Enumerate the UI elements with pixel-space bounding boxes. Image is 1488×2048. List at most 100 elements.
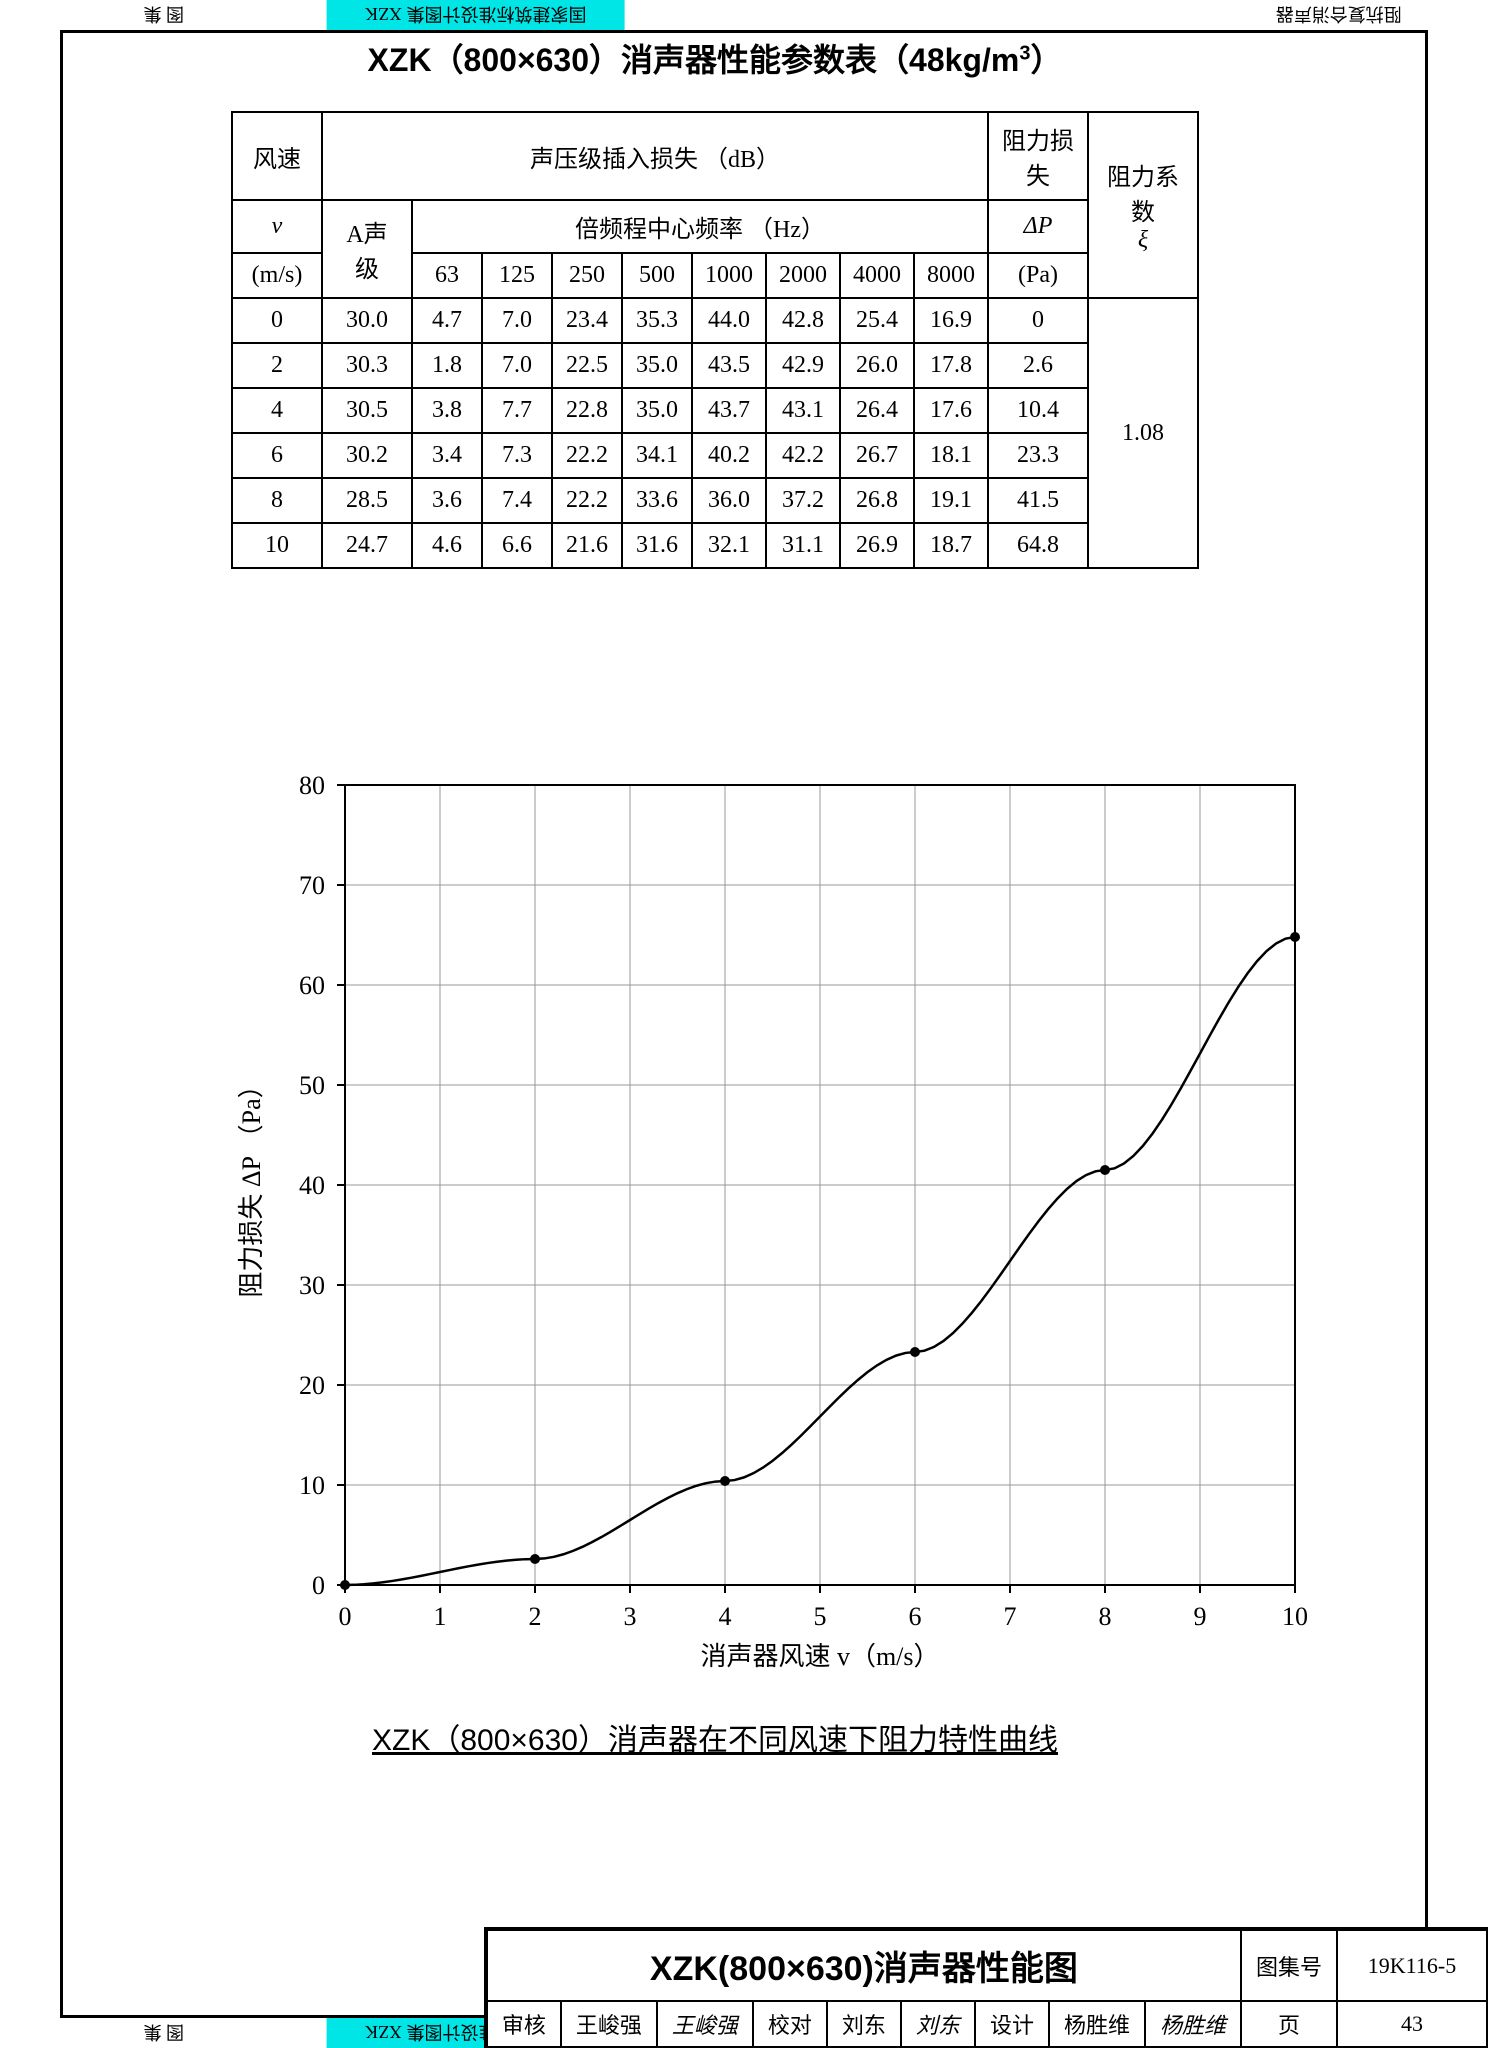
- cell-freq: 42.9: [766, 343, 840, 388]
- cell-freq: 17.6: [914, 388, 988, 433]
- check-signature: 刘东: [901, 2001, 975, 2047]
- design-name: 杨胜维: [1049, 2001, 1145, 2047]
- cell-freq: 43.7: [692, 388, 766, 433]
- cell-freq: 26.4: [840, 388, 914, 433]
- cell-freq: 3.4: [412, 433, 482, 478]
- svg-text:阻力损失 ΔP （Pa）: 阻力损失 ΔP （Pa）: [237, 1072, 266, 1297]
- top-header-bar: 图 集 国家建筑标准设计图集 XZK 阻抗复合消声器: [0, 0, 1488, 30]
- svg-text:1: 1: [434, 1602, 447, 1631]
- svg-text:0: 0: [339, 1602, 352, 1631]
- svg-text:2: 2: [529, 1602, 542, 1631]
- cell-freq: 4.7: [412, 298, 482, 343]
- cell-freq: 35.0: [622, 388, 692, 433]
- cell-freq: 35.3: [622, 298, 692, 343]
- cell-freq: 36.0: [692, 478, 766, 523]
- cell-freq: 16.9: [914, 298, 988, 343]
- cell-freq: 42.8: [766, 298, 840, 343]
- freq-header-2: 250: [552, 253, 622, 298]
- cell-freq: 32.1: [692, 523, 766, 568]
- svg-text:6: 6: [909, 1602, 922, 1631]
- chart-container: 01234567891001020304050607080消声器风速 v（m/s…: [225, 755, 1325, 1705]
- cell-freq: 31.1: [766, 523, 840, 568]
- svg-text:7: 7: [1004, 1602, 1017, 1631]
- cell-freq: 7.3: [482, 433, 552, 478]
- parameters-table: 风速声压级插入损失 （dB）阻力损失阻力系数ξvA声级倍频程中心频率 （Hz）Δ…: [231, 111, 1199, 569]
- cell-freq: 23.4: [552, 298, 622, 343]
- check-name: 刘东: [827, 2001, 901, 2047]
- cell-freq: 26.7: [840, 433, 914, 478]
- cell-dp: 2.6: [988, 343, 1088, 388]
- page-no: 43: [1337, 2001, 1487, 2047]
- freq-header-1: 125: [482, 253, 552, 298]
- svg-text:50: 50: [299, 1071, 325, 1100]
- cell-freq: 22.5: [552, 343, 622, 388]
- freq-header-4: 1000: [692, 253, 766, 298]
- col-v-sym: v: [232, 200, 322, 253]
- cell-freq: 18.1: [914, 433, 988, 478]
- check-label: 校对: [753, 2001, 827, 2047]
- cell-v: 8: [232, 478, 322, 523]
- cell-v: 10: [232, 523, 322, 568]
- col-octave: 倍频程中心频率 （Hz）: [412, 200, 988, 253]
- cell-dp: 0: [988, 298, 1088, 343]
- col-v-unit: (m/s): [232, 253, 322, 298]
- review-label: 审核: [487, 2001, 561, 2047]
- title-block: XZK(800×630)消声器性能图图集号19K116-5审核王峻强王峻强校对刘…: [484, 1927, 1488, 2048]
- cell-freq: 18.7: [914, 523, 988, 568]
- cell-freq: 4.6: [412, 523, 482, 568]
- cell-freq: 21.6: [552, 523, 622, 568]
- col-xi: 阻力系数ξ: [1088, 112, 1198, 298]
- svg-text:60: 60: [299, 971, 325, 1000]
- freq-header-7: 8000: [914, 253, 988, 298]
- review-signature: 王峻强: [657, 2001, 753, 2047]
- cell-freq: 3.8: [412, 388, 482, 433]
- svg-text:20: 20: [299, 1371, 325, 1400]
- cell-a: 28.5: [322, 478, 412, 523]
- cell-freq: 40.2: [692, 433, 766, 478]
- col-dp-sym: ΔP: [988, 200, 1088, 253]
- svg-text:10: 10: [1282, 1602, 1308, 1631]
- cell-dp: 10.4: [988, 388, 1088, 433]
- cell-freq: 19.1: [914, 478, 988, 523]
- cell-freq: 34.1: [622, 433, 692, 478]
- cell-a: 30.5: [322, 388, 412, 433]
- svg-text:5: 5: [814, 1602, 827, 1631]
- atlas-label: 图集号: [1241, 1930, 1337, 2001]
- cell-freq: 6.6: [482, 523, 552, 568]
- col-wind-speed: 风速: [232, 112, 322, 200]
- cell-a: 30.0: [322, 298, 412, 343]
- cell-dp: 64.8: [988, 523, 1088, 568]
- cell-freq: 26.0: [840, 343, 914, 388]
- cell-xi: 1.08: [1088, 298, 1198, 568]
- cell-freq: 22.2: [552, 478, 622, 523]
- resistance-chart: 01234567891001020304050607080消声器风速 v（m/s…: [225, 755, 1325, 1705]
- svg-text:70: 70: [299, 871, 325, 900]
- cell-freq: 17.8: [914, 343, 988, 388]
- bar-right: 阻抗复合消声器: [1276, 2, 1402, 28]
- cell-freq: 31.6: [622, 523, 692, 568]
- svg-text:10: 10: [299, 1471, 325, 1500]
- svg-text:4: 4: [719, 1602, 732, 1631]
- col-a-level: A声级: [322, 200, 412, 298]
- cell-dp: 41.5: [988, 478, 1088, 523]
- chart-caption: XZK（800×630）消声器在不同风速下阻力特性曲线: [65, 1715, 1365, 1759]
- cell-freq: 1.8: [412, 343, 482, 388]
- svg-text:40: 40: [299, 1171, 325, 1200]
- cell-freq: 26.9: [840, 523, 914, 568]
- atlas-no: 19K116-5: [1337, 1930, 1487, 2001]
- cell-freq: 7.4: [482, 478, 552, 523]
- cell-freq: 43.1: [766, 388, 840, 433]
- drawing-title: XZK(800×630)消声器性能图: [487, 1930, 1241, 2001]
- table-title: XZK（800×630）消声器性能参数表（48kg/m3）: [65, 35, 1365, 81]
- cell-freq: 33.6: [622, 478, 692, 523]
- col-insertion-loss: 声压级插入损失 （dB）: [322, 112, 988, 200]
- freq-header-6: 4000: [840, 253, 914, 298]
- cell-v: 6: [232, 433, 322, 478]
- design-label: 设计: [975, 2001, 1049, 2047]
- review-name: 王峻强: [561, 2001, 657, 2047]
- freq-header-3: 500: [622, 253, 692, 298]
- freq-header-5: 2000: [766, 253, 840, 298]
- cell-freq: 26.8: [840, 478, 914, 523]
- cell-v: 0: [232, 298, 322, 343]
- cell-freq: 7.0: [482, 343, 552, 388]
